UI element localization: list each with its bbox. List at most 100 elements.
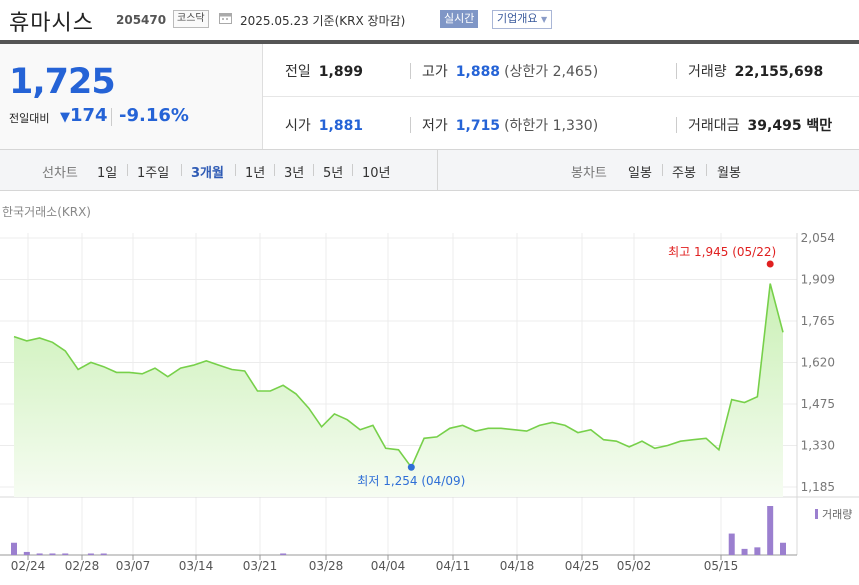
- stock-code: 205470: [116, 13, 167, 27]
- divider: [676, 117, 677, 133]
- open-price: 시가 1,881: [285, 115, 363, 135]
- market-badge: 코스닥: [173, 10, 209, 28]
- volume-value: 22,155,698: [734, 64, 824, 80]
- low-label: 저가: [422, 118, 448, 134]
- price-summary: 1,725 전일대비 ▼174 -9.16% 전일 1,899 고가 1,888 (상…: [0, 44, 859, 150]
- low-price: 저가 1,715 (하한가 1,330): [422, 115, 598, 135]
- volume-bar: [767, 506, 774, 555]
- high-marker: [766, 260, 774, 268]
- row-divider: [263, 96, 859, 97]
- candle-daily[interactable]: 일봉: [628, 166, 652, 181]
- range-1w[interactable]: 1주일: [137, 166, 170, 181]
- upper-limit: (상한가 2,465): [504, 64, 599, 80]
- exchange-label: 한국거래소(KRX): [2, 205, 91, 219]
- change-value: 174: [70, 105, 108, 126]
- x-tick-label: 03/28: [309, 559, 344, 573]
- stock-name: 휴마시스: [9, 11, 94, 36]
- trade-value-label: 거래대금: [688, 118, 740, 134]
- header-divider: [0, 40, 859, 44]
- divider: [410, 63, 411, 79]
- volume-label: 거래량: [688, 64, 727, 80]
- divider: [313, 164, 314, 176]
- calendar-icon: [219, 13, 232, 24]
- high-label: 고가: [422, 64, 448, 80]
- candle-weekly[interactable]: 주봉: [672, 166, 696, 181]
- x-tick-label: 05/15: [704, 559, 739, 573]
- divider: [127, 164, 128, 176]
- x-tick-label: 03/14: [179, 559, 214, 573]
- line-chart-label: 선차트: [42, 166, 78, 181]
- volume-bar: [11, 542, 17, 555]
- volume-bar: [87, 553, 94, 555]
- price-area: [14, 283, 783, 497]
- company-info-dropdown[interactable]: 기업개요 ▼: [492, 10, 553, 29]
- compare-label: 전일대비: [9, 112, 50, 125]
- volume-bar: [36, 553, 43, 555]
- x-tick-label: 04/25: [565, 559, 600, 573]
- x-tick-label: 03/21: [243, 559, 278, 573]
- divider: [706, 164, 707, 176]
- change-percent: -9.16%: [119, 105, 189, 126]
- y-tick-label: 1,620: [801, 356, 835, 370]
- volume-bar: [100, 553, 107, 555]
- high-price: 고가 1,888 (상한가 2,465): [422, 61, 598, 81]
- low-value: 1,715: [455, 118, 501, 134]
- divider: [352, 164, 353, 176]
- low-annotation: 최저 1,254 (04/09): [357, 474, 465, 488]
- x-tick-label: 02/28: [65, 559, 100, 573]
- volume-bar: [49, 553, 56, 555]
- volume-bars: [11, 506, 786, 555]
- date-text: 2025.05.23 기준(KRX 장마감): [240, 14, 406, 28]
- nav-divider: [437, 150, 438, 190]
- range-3y[interactable]: 3년: [284, 166, 305, 181]
- divider: [676, 63, 677, 79]
- divider: [274, 164, 275, 176]
- divider: [410, 117, 411, 133]
- volume-bar: [280, 553, 287, 555]
- x-axis: 02/24 02/28 03/07 03/14 03/21 03/28 04/04 04/11…: [11, 555, 739, 573]
- prev-close-label: 전일: [285, 64, 311, 80]
- trade-value-amount: 39,495 백만: [747, 118, 833, 134]
- volume-bar: [62, 553, 69, 555]
- price-line: [13, 283, 784, 469]
- y-axis: 2,054 1,909 1,765 1,620 1,475 1,330 1,185: [801, 231, 835, 494]
- range-10y[interactable]: 10년: [362, 166, 391, 181]
- prev-close-value: 1,899: [318, 64, 364, 80]
- volume-legend: 거래량: [822, 508, 852, 521]
- trade-value: 거래대금 39,495 백만: [688, 115, 832, 135]
- down-triangle-icon: ▼: [60, 110, 70, 125]
- chart-range-nav: 선차트 1일 1주일 3개월 1년 3년 5년 10년 봉차트 일봉 주봉 월봉: [0, 150, 859, 191]
- x-tick-label: 04/11: [436, 559, 471, 573]
- volume-bar: [728, 533, 735, 555]
- x-tick-label: 05/02: [617, 559, 652, 573]
- range-5y[interactable]: 5년: [323, 166, 344, 181]
- volume: 거래량 22,155,698: [688, 61, 823, 81]
- stock-header: 휴마시스 205470 코스닥 2025.05.23 기준(KRX 장마감) 실…: [0, 0, 859, 40]
- y-tick-label: 1,765: [801, 314, 835, 328]
- range-1y[interactable]: 1년: [245, 166, 266, 181]
- y-tick-label: 1,909: [801, 273, 835, 287]
- open-label: 시가: [285, 118, 311, 134]
- high-value: 1,888: [455, 64, 501, 80]
- range-3m[interactable]: 3개월: [191, 166, 224, 181]
- volume-legend-swatch: [815, 509, 818, 519]
- realtime-button[interactable]: 실시간: [440, 10, 479, 28]
- x-tick-label: 02/24: [11, 559, 46, 573]
- divider: [235, 164, 236, 176]
- prev-close: 전일 1,899: [285, 61, 363, 81]
- candle-chart-label: 봉차트: [571, 166, 607, 181]
- current-price-box: 1,725 전일대비 ▼174 -9.16%: [0, 44, 263, 149]
- y-tick-label: 2,054: [801, 231, 835, 245]
- x-tick-label: 03/07: [116, 559, 151, 573]
- y-tick-label: 1,475: [801, 397, 835, 411]
- price-change: ▼174: [60, 105, 108, 126]
- volume-bar: [780, 542, 786, 555]
- open-value: 1,881: [318, 118, 364, 134]
- divider: [111, 108, 112, 126]
- range-1d[interactable]: 1일: [97, 166, 118, 181]
- candle-monthly[interactable]: 월봉: [717, 166, 741, 181]
- caret-down-icon: ▼: [540, 15, 548, 24]
- y-tick-label: 1,330: [801, 439, 835, 453]
- x-tick-label: 04/18: [500, 559, 535, 573]
